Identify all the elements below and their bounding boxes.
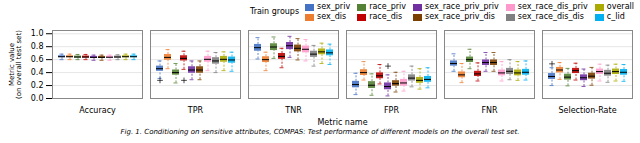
html-text:sex_race_dis_priv: sex_race_dis_priv <box>517 2 588 11</box>
svg-text:Metric name: Metric name <box>317 118 367 127</box>
svg-text:Selection-Rate: Selection-Rate <box>558 106 616 115</box>
svg-text:0.6: 0.6 <box>31 55 44 64</box>
svg-text:0.8: 0.8 <box>31 42 44 51</box>
svg-text:0.4: 0.4 <box>31 68 44 77</box>
svg-text:FNR: FNR <box>481 106 498 115</box>
svg-text:0.0: 0.0 <box>31 94 44 103</box>
svg-text:Accuracy: Accuracy <box>79 106 116 115</box>
html-text:Fig. 1. Conditioning on sensit: Fig. 1. Conditioning on sensitive attrib… <box>120 128 520 136</box>
html-text:sex_race_priv_dis: sex_race_priv_dis <box>425 12 495 21</box>
html-text:race_dis: race_dis <box>369 12 403 21</box>
svg-text:0.2: 0.2 <box>31 81 44 90</box>
html-text:c_lid: c_lid <box>606 12 625 21</box>
html-text:Train groups: Train groups <box>250 7 300 16</box>
html-text:sex_race_priv_priv: sex_race_priv_priv <box>425 2 499 11</box>
svg-text:FPR: FPR <box>384 106 399 115</box>
svg-text:TNR: TNR <box>284 106 302 115</box>
html-text:sex_priv: sex_priv <box>317 2 351 11</box>
html-text:sex_race_dis_dis: sex_race_dis_dis <box>517 12 584 21</box>
html-text:overall: overall <box>606 2 634 11</box>
html-text:race_priv: race_priv <box>369 2 406 11</box>
svg-text:Metric value(on overall test s: Metric value(on overall test set) <box>8 30 23 99</box>
html-text:sex_dis: sex_dis <box>317 12 347 21</box>
svg-text:1.0: 1.0 <box>31 29 44 38</box>
svg-text:TPR: TPR <box>187 106 204 115</box>
